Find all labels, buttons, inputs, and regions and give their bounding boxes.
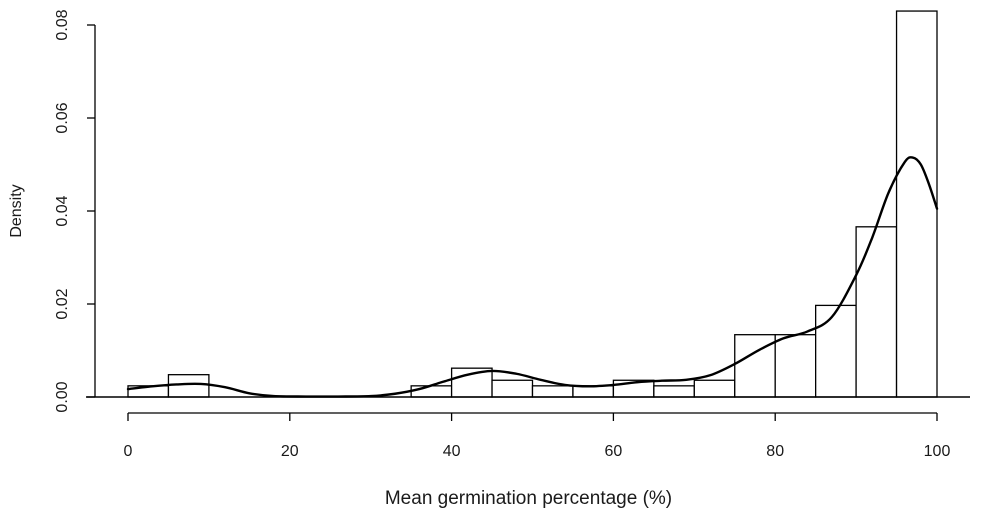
y-axis: 0.00 0.02 0.04 0.06 0.08	[54, 9, 96, 413]
y-tick-label: 0.08	[54, 9, 71, 40]
histogram-bar	[531, 385, 574, 398]
x-tick-label: 40	[443, 443, 461, 460]
histogram-bar	[491, 379, 534, 398]
y-tick-label: 0.06	[54, 102, 71, 133]
bars-layer	[127, 10, 938, 398]
y-tick-label: 0.04	[54, 195, 71, 226]
histogram-bar	[167, 374, 210, 398]
y-tick-label: 0.00	[54, 381, 71, 412]
histogram-bar	[572, 385, 615, 398]
histogram-bar	[653, 385, 695, 398]
x-tick-label: 100	[924, 443, 951, 460]
y-axis-title: Density	[8, 184, 25, 237]
x-axis: 0 20 40 60 80 100	[124, 412, 951, 460]
histogram-bar	[815, 304, 857, 398]
x-tick-label: 60	[605, 443, 623, 460]
histogram-bar	[855, 226, 898, 398]
histogram-bar	[410, 385, 453, 398]
histogram-bar	[774, 334, 817, 398]
x-tick-label: 0	[124, 443, 133, 460]
y-tick-label: 0.02	[54, 288, 71, 319]
x-axis-title: Mean germination percentage (%)	[385, 488, 672, 509]
x-tick-label: 20	[281, 443, 299, 460]
histogram-bar	[693, 379, 736, 398]
x-tick-label: 80	[766, 443, 784, 460]
histogram-bar	[895, 10, 938, 398]
density-curve	[126, 156, 939, 398]
